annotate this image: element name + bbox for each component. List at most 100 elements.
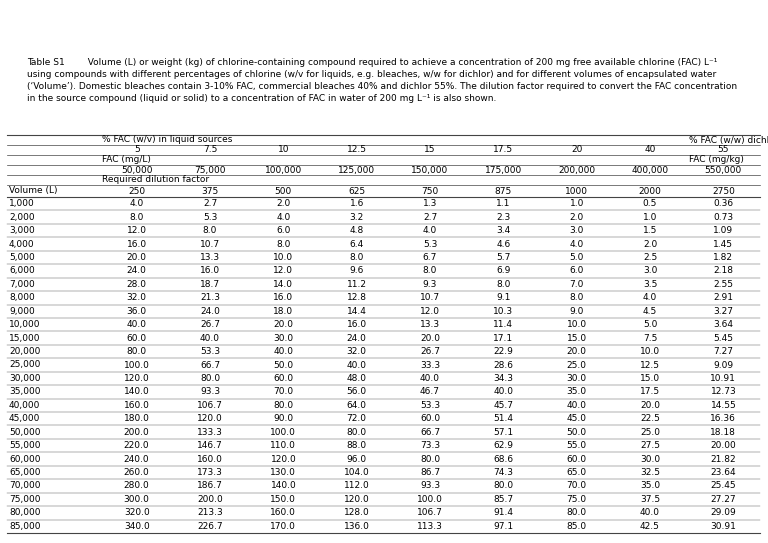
Text: 2.7: 2.7 (423, 213, 437, 222)
Text: using compounds with different percentages of chlorine (w/v for liquids, e.g. bl: using compounds with different percentag… (27, 70, 717, 79)
Text: 7,000: 7,000 (9, 280, 35, 289)
Text: 3.2: 3.2 (349, 213, 364, 222)
Text: 9.1: 9.1 (496, 293, 511, 302)
Text: 13.3: 13.3 (420, 320, 440, 329)
Text: 3.5: 3.5 (643, 280, 657, 289)
Text: 37.5: 37.5 (640, 495, 660, 504)
Text: 20.0: 20.0 (127, 253, 147, 262)
Text: 4.0: 4.0 (276, 213, 290, 222)
Text: 9.0: 9.0 (570, 307, 584, 315)
Text: 213.3: 213.3 (197, 508, 223, 517)
Text: 1.09: 1.09 (713, 226, 733, 235)
Text: 75.0: 75.0 (567, 495, 587, 504)
Text: 160.0: 160.0 (124, 401, 150, 410)
Text: 24.0: 24.0 (200, 307, 220, 315)
Text: 10.7: 10.7 (200, 239, 220, 249)
Text: 75,000: 75,000 (9, 495, 41, 504)
Text: 9.6: 9.6 (349, 267, 364, 275)
Text: 5.0: 5.0 (570, 253, 584, 262)
Text: 26.7: 26.7 (200, 320, 220, 329)
Text: 8.0: 8.0 (349, 253, 364, 262)
Text: 120.0: 120.0 (270, 454, 296, 464)
Text: 72.0: 72.0 (346, 414, 366, 423)
Text: 5: 5 (134, 146, 140, 155)
Text: 0.73: 0.73 (713, 213, 733, 222)
Text: 9.09: 9.09 (713, 361, 733, 369)
Text: 10.7: 10.7 (420, 293, 440, 302)
Text: 175,000: 175,000 (485, 166, 522, 174)
Text: 91.4: 91.4 (493, 508, 513, 517)
Text: 1.5: 1.5 (643, 226, 657, 235)
Text: 45,000: 45,000 (9, 414, 41, 423)
Text: 33.3: 33.3 (420, 361, 440, 369)
Text: 85,000: 85,000 (9, 522, 41, 531)
Text: 88.0: 88.0 (346, 441, 367, 450)
Text: Volume (L): Volume (L) (9, 186, 58, 195)
Text: 80.0: 80.0 (200, 374, 220, 383)
Text: 17.1: 17.1 (493, 333, 513, 343)
Text: 300.0: 300.0 (124, 495, 150, 504)
Text: 4.6: 4.6 (496, 239, 511, 249)
Text: 128.0: 128.0 (344, 508, 369, 517)
Text: 86.7: 86.7 (420, 468, 440, 477)
Text: 160.0: 160.0 (197, 454, 223, 464)
Text: 112.0: 112.0 (344, 482, 369, 490)
Text: 48.0: 48.0 (346, 374, 366, 383)
Text: 5,000: 5,000 (9, 253, 35, 262)
Text: 96.0: 96.0 (346, 454, 367, 464)
Text: 120.0: 120.0 (124, 374, 150, 383)
Text: 2.55: 2.55 (713, 280, 733, 289)
Text: 10.0: 10.0 (273, 253, 293, 262)
Text: 200,000: 200,000 (558, 166, 595, 174)
Text: 12.5: 12.5 (346, 146, 366, 155)
Text: 66.7: 66.7 (200, 361, 220, 369)
Text: 11.2: 11.2 (346, 280, 366, 289)
Text: 14.4: 14.4 (346, 307, 366, 315)
Text: 20.0: 20.0 (273, 320, 293, 329)
Text: 18.0: 18.0 (273, 307, 293, 315)
Text: 17.5: 17.5 (493, 146, 513, 155)
Text: 40.0: 40.0 (640, 508, 660, 517)
Text: % FAC (w/v) in liquid sources: % FAC (w/v) in liquid sources (102, 136, 233, 144)
Text: 6.0: 6.0 (570, 267, 584, 275)
Text: 173.3: 173.3 (197, 468, 223, 477)
Text: 21.3: 21.3 (200, 293, 220, 302)
Text: 200.0: 200.0 (124, 428, 150, 437)
Text: 60,000: 60,000 (9, 454, 41, 464)
Text: % FAC (w/w) dichlor: % FAC (w/w) dichlor (689, 136, 768, 144)
Text: 7.0: 7.0 (570, 280, 584, 289)
Text: 2,000: 2,000 (9, 213, 35, 222)
Text: 30.91: 30.91 (710, 522, 737, 531)
Text: 12.0: 12.0 (127, 226, 147, 235)
Text: 2.0: 2.0 (643, 239, 657, 249)
Text: 68.6: 68.6 (493, 454, 513, 464)
Text: 80.0: 80.0 (420, 454, 440, 464)
Text: 90.0: 90.0 (273, 414, 293, 423)
Text: 7.5: 7.5 (203, 146, 217, 155)
Text: 3.0: 3.0 (570, 226, 584, 235)
Text: 2750: 2750 (712, 186, 735, 195)
Text: 20,000: 20,000 (9, 347, 41, 356)
Text: 8.0: 8.0 (130, 213, 144, 222)
Text: 64.0: 64.0 (346, 401, 366, 410)
Text: 40.0: 40.0 (346, 361, 366, 369)
Text: 0.36: 0.36 (713, 199, 733, 208)
Text: 13.3: 13.3 (200, 253, 220, 262)
Text: 340.0: 340.0 (124, 522, 150, 531)
Text: 17.5: 17.5 (640, 387, 660, 396)
Text: 8.0: 8.0 (423, 267, 437, 275)
Text: 12.0: 12.0 (420, 307, 440, 315)
Text: 80.0: 80.0 (493, 482, 513, 490)
Text: 14.0: 14.0 (273, 280, 293, 289)
Text: 5.0: 5.0 (643, 320, 657, 329)
Text: 3.0: 3.0 (643, 267, 657, 275)
Text: 50.0: 50.0 (567, 428, 587, 437)
Text: 45.7: 45.7 (493, 401, 513, 410)
Text: 100,000: 100,000 (265, 166, 302, 174)
Text: 2.7: 2.7 (203, 199, 217, 208)
Text: 24.0: 24.0 (127, 267, 147, 275)
Text: 60.0: 60.0 (127, 333, 147, 343)
Text: 146.7: 146.7 (197, 441, 223, 450)
Text: 160.0: 160.0 (270, 508, 296, 517)
Text: 30.0: 30.0 (567, 374, 587, 383)
